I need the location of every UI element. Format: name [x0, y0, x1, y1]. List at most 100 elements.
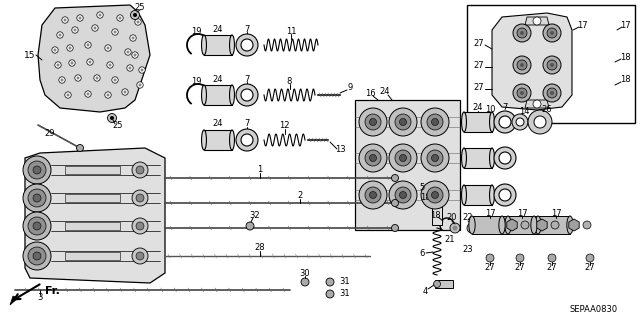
- Circle shape: [512, 114, 528, 130]
- Circle shape: [494, 184, 516, 206]
- Circle shape: [431, 191, 438, 198]
- Circle shape: [326, 290, 334, 298]
- Circle shape: [433, 280, 440, 287]
- Ellipse shape: [490, 185, 495, 205]
- Circle shape: [127, 50, 129, 54]
- Circle shape: [395, 114, 411, 130]
- Circle shape: [550, 91, 554, 95]
- Text: 25: 25: [113, 122, 124, 130]
- Circle shape: [56, 63, 60, 66]
- Circle shape: [54, 48, 56, 51]
- Circle shape: [67, 45, 73, 51]
- Circle shape: [528, 110, 552, 134]
- Bar: [464, 148, 492, 168]
- Circle shape: [136, 222, 144, 230]
- Text: 9: 9: [348, 84, 353, 93]
- Circle shape: [359, 181, 387, 209]
- Circle shape: [359, 108, 387, 136]
- Circle shape: [23, 156, 51, 184]
- Circle shape: [136, 20, 140, 24]
- Bar: [534, 216, 570, 234]
- Circle shape: [499, 152, 511, 164]
- Bar: [65, 166, 120, 174]
- Circle shape: [236, 34, 258, 56]
- Bar: [355, 100, 460, 230]
- Circle shape: [241, 39, 253, 51]
- Circle shape: [399, 154, 406, 161]
- Text: 18: 18: [420, 194, 430, 203]
- Circle shape: [33, 222, 41, 230]
- Circle shape: [59, 77, 65, 83]
- Text: 27: 27: [474, 83, 484, 92]
- Circle shape: [246, 222, 254, 230]
- Text: 1: 1: [257, 166, 262, 174]
- Circle shape: [533, 17, 541, 25]
- Circle shape: [499, 189, 511, 201]
- Circle shape: [547, 28, 557, 38]
- Text: 19: 19: [191, 77, 201, 85]
- Circle shape: [392, 199, 399, 206]
- Circle shape: [241, 89, 253, 101]
- Circle shape: [23, 242, 51, 270]
- Text: 17: 17: [577, 20, 588, 29]
- Circle shape: [127, 65, 133, 71]
- Text: 27: 27: [474, 39, 484, 48]
- Circle shape: [543, 84, 561, 102]
- Circle shape: [52, 47, 58, 53]
- Circle shape: [369, 118, 376, 125]
- Circle shape: [399, 191, 406, 198]
- Text: 8: 8: [287, 77, 292, 85]
- Circle shape: [450, 223, 460, 233]
- Text: 4: 4: [422, 286, 428, 295]
- Circle shape: [533, 100, 541, 108]
- Bar: [204, 130, 232, 150]
- Circle shape: [141, 69, 143, 71]
- Circle shape: [547, 88, 557, 98]
- Text: 27: 27: [484, 263, 495, 272]
- Text: 5: 5: [419, 183, 424, 192]
- Text: 26: 26: [541, 106, 552, 115]
- Bar: [432, 205, 442, 225]
- Text: 27: 27: [474, 61, 484, 70]
- Circle shape: [521, 221, 529, 229]
- Bar: [65, 252, 120, 260]
- Text: 7: 7: [502, 103, 508, 113]
- Text: 17: 17: [516, 209, 527, 218]
- Circle shape: [241, 134, 253, 146]
- Circle shape: [513, 84, 531, 102]
- Text: SEPAA0830: SEPAA0830: [570, 306, 618, 315]
- Circle shape: [55, 62, 61, 68]
- Circle shape: [95, 77, 99, 79]
- Circle shape: [132, 218, 148, 234]
- Circle shape: [106, 93, 109, 97]
- Circle shape: [99, 13, 102, 17]
- Bar: [502, 216, 538, 234]
- Circle shape: [110, 116, 114, 120]
- Circle shape: [389, 181, 417, 209]
- Bar: [204, 35, 232, 55]
- Circle shape: [421, 108, 449, 136]
- Ellipse shape: [461, 112, 467, 132]
- Circle shape: [236, 129, 258, 151]
- Circle shape: [470, 226, 474, 231]
- Circle shape: [97, 12, 103, 18]
- Circle shape: [499, 116, 511, 128]
- Circle shape: [28, 247, 46, 265]
- Circle shape: [534, 116, 546, 128]
- Circle shape: [130, 35, 136, 41]
- Text: 11: 11: [285, 26, 296, 35]
- Circle shape: [108, 114, 116, 122]
- Circle shape: [113, 31, 116, 33]
- Circle shape: [516, 118, 524, 126]
- Polygon shape: [492, 13, 572, 110]
- Text: Fr.: Fr.: [45, 286, 60, 296]
- Text: 13: 13: [335, 145, 346, 154]
- Polygon shape: [537, 219, 547, 231]
- Circle shape: [112, 77, 118, 83]
- Circle shape: [107, 62, 113, 68]
- Circle shape: [84, 91, 92, 97]
- Bar: [467, 5, 635, 123]
- Circle shape: [132, 190, 148, 206]
- Circle shape: [137, 82, 143, 88]
- Text: 10: 10: [484, 106, 495, 115]
